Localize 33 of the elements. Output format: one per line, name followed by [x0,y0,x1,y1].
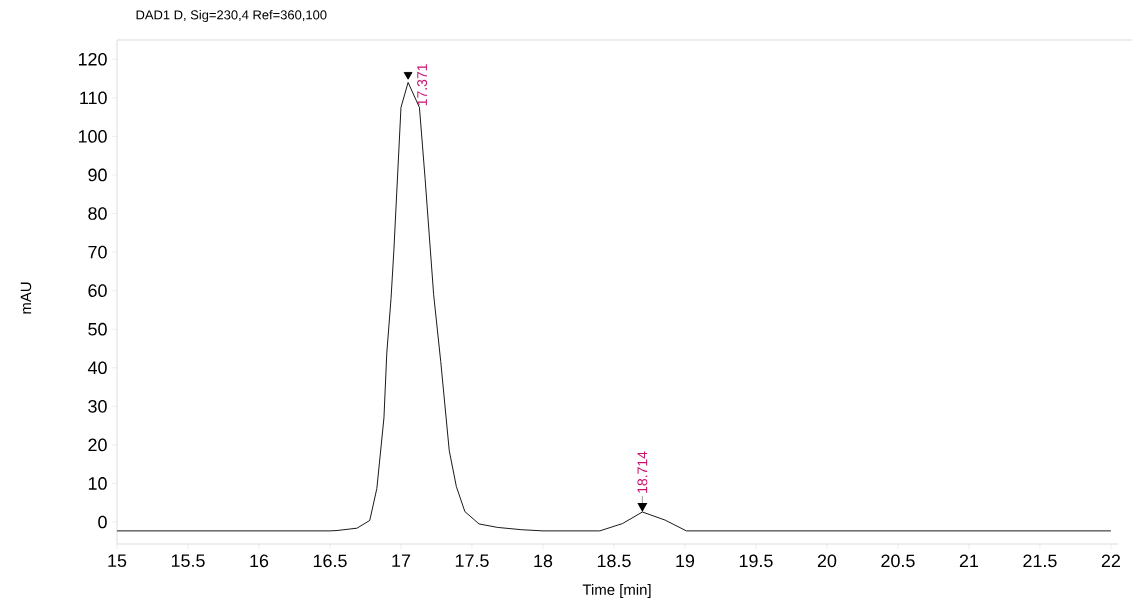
y-axis-title: mAU [20,282,32,314]
x-tick-label: 19 [676,554,695,568]
x-tick-label: 18.5 [597,554,631,568]
y-tick-label: 10 [88,477,107,490]
y-tick-label: 60 [88,284,107,297]
y-tick-label: 0 [98,515,107,529]
x-tick-label: 16.5 [313,554,347,568]
x-tick-label: 18 [534,554,553,568]
x-axis-title: Time [min] [582,584,651,598]
x-tick-label: 21 [959,554,979,568]
chart-title: DAD1 D, Sig=230,4 Ref=360,100 [136,9,327,23]
y-tick-label: 120 [78,52,107,66]
x-tick-label: 17.5 [455,554,489,568]
annotation: 18.714 [637,451,648,493]
x-tick-label: 15 [108,554,127,568]
y-tick-label: 50 [88,322,107,336]
x-tick-label: 15.5 [171,554,205,568]
x-tick-label: 17 [392,554,411,567]
x-tick-label: 20.5 [881,554,915,568]
y-tick-label: 30 [88,399,107,413]
y-tick-label: 70 [88,245,107,259]
annotation: 17.371 [417,64,428,106]
y-tick-label: 40 [87,361,107,375]
x-tick-label: 20 [817,554,837,568]
x-tick-label: 22 [1101,554,1120,568]
y-tick-label: 110 [80,91,107,105]
y-tick-label: 20 [88,438,107,452]
y-tick-label: 90 [88,168,107,182]
x-tick-label: 16 [250,554,269,568]
x-tick-label: 19.5 [739,554,773,568]
x-tick-label: 21.5 [1023,554,1057,568]
y-tick-label: 100 [78,130,107,143]
y-tick-label: 80 [88,207,107,220]
